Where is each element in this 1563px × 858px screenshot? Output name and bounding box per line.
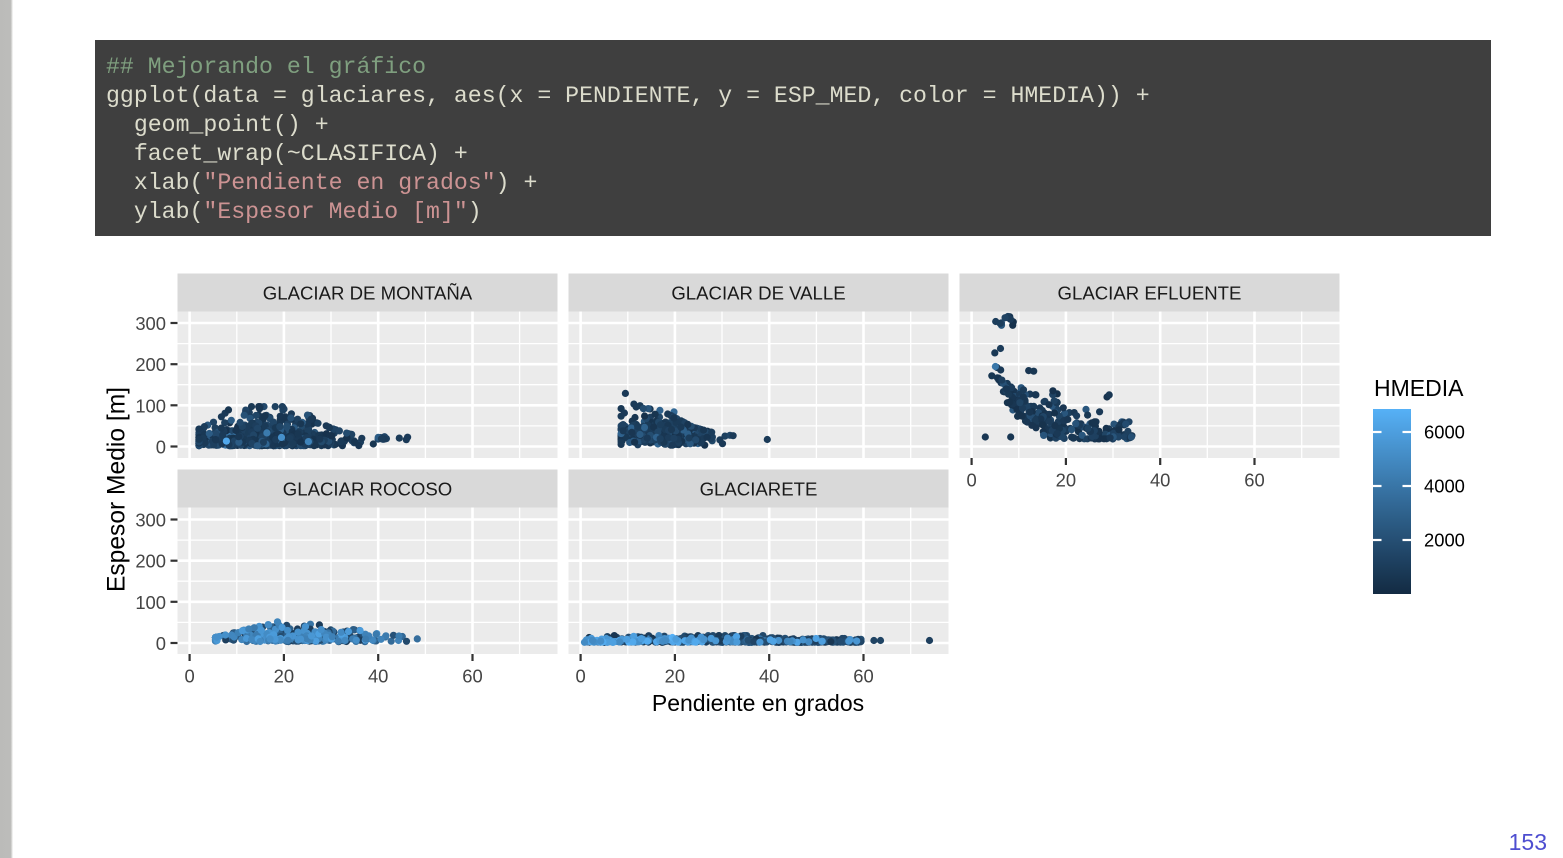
svg-text:GLACIAR DE MONTAÑA: GLACIAR DE MONTAÑA — [263, 283, 473, 304]
svg-text:GLACIARETE: GLACIARETE — [700, 479, 818, 500]
svg-text:2000: 2000 — [1424, 529, 1465, 550]
svg-text:0: 0 — [156, 437, 166, 458]
svg-text:0: 0 — [156, 633, 166, 654]
svg-text:HMEDIA: HMEDIA — [1374, 375, 1464, 401]
svg-text:20: 20 — [274, 665, 294, 686]
svg-text:40: 40 — [759, 665, 779, 686]
svg-text:100: 100 — [135, 395, 166, 416]
svg-text:200: 200 — [135, 354, 166, 375]
svg-text:100: 100 — [135, 592, 166, 613]
svg-text:300: 300 — [135, 510, 166, 531]
svg-text:GLACIAR DE VALLE: GLACIAR DE VALLE — [671, 283, 845, 304]
svg-text:4000: 4000 — [1424, 475, 1465, 496]
svg-text:0: 0 — [184, 665, 194, 686]
svg-text:200: 200 — [135, 551, 166, 572]
svg-text:20: 20 — [665, 665, 685, 686]
svg-text:Pendiente en grados: Pendiente en grados — [652, 690, 864, 716]
svg-text:20: 20 — [1056, 469, 1076, 490]
svg-text:6000: 6000 — [1424, 421, 1465, 442]
svg-text:0: 0 — [966, 469, 976, 490]
svg-text:60: 60 — [1244, 469, 1264, 490]
svg-text:40: 40 — [368, 665, 388, 686]
svg-text:300: 300 — [135, 313, 166, 334]
svg-text:GLACIAR EFLUENTE: GLACIAR EFLUENTE — [1058, 283, 1242, 304]
svg-text:40: 40 — [1150, 469, 1170, 490]
svg-text:60: 60 — [853, 665, 873, 686]
svg-text:60: 60 — [462, 665, 482, 686]
svg-text:0: 0 — [575, 665, 585, 686]
svg-text:Espesor Medio [m]: Espesor Medio [m] — [104, 387, 131, 592]
svg-text:GLACIAR ROCOSO: GLACIAR ROCOSO — [283, 479, 452, 500]
